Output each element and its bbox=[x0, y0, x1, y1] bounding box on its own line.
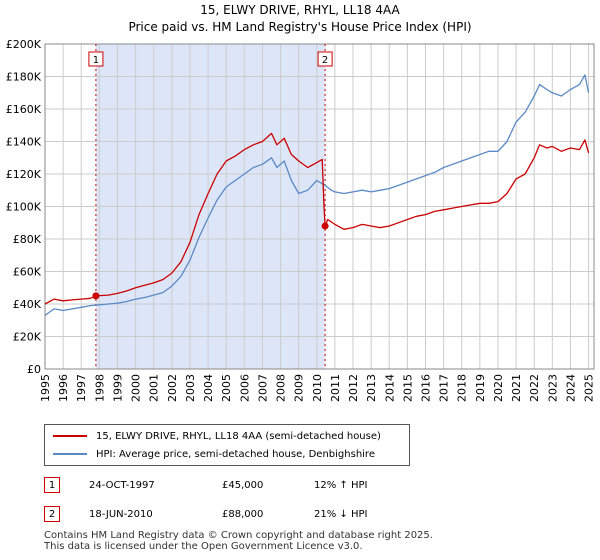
y-tick-label: £160K bbox=[6, 103, 42, 116]
y-tick-label: £0 bbox=[27, 363, 41, 376]
y-tick-label: £60K bbox=[13, 266, 42, 279]
sale-point bbox=[321, 222, 329, 230]
x-tick-label: 2012 bbox=[347, 374, 360, 402]
x-tick-label: 2024 bbox=[564, 374, 577, 402]
sale-hpi-change: 12% ↑ HPI bbox=[314, 479, 368, 491]
sale-marker-box bbox=[317, 51, 333, 67]
x-tick-label: 2005 bbox=[220, 374, 233, 402]
plot-frame bbox=[44, 43, 595, 370]
sale-price: £88,000 bbox=[222, 508, 264, 520]
sale-marker-badge: 2 bbox=[44, 506, 60, 522]
x-tick-label: 2006 bbox=[238, 374, 251, 402]
x-tick-label: 2009 bbox=[293, 374, 306, 402]
legend-label-hpi: HPI: Average price, semi-detached house,… bbox=[96, 448, 375, 460]
price-chart: 15, ELWY DRIVE, RHYL, LL18 4AA Price pai… bbox=[6, 3, 596, 402]
legend-item-hpi: HPI: Average price, semi-detached house,… bbox=[53, 446, 375, 462]
footer-line-2: This data is licensed under the Open Gov… bbox=[44, 541, 363, 552]
sale-point bbox=[92, 292, 100, 300]
chart-subtitle: Price paid vs. HM Land Registry's House … bbox=[128, 20, 471, 34]
legend-label-property: 15, ELWY DRIVE, RHYL, LL18 4AA (semi-det… bbox=[96, 430, 381, 442]
y-tick-label: £140K bbox=[6, 136, 42, 149]
chart-title: 15, ELWY DRIVE, RHYL, LL18 4AA bbox=[200, 3, 400, 17]
sale-row: 2 18-JUN-2010 £88,000 21% ↓ HPI bbox=[44, 505, 367, 523]
y-tick-label: £80K bbox=[13, 233, 42, 246]
x-tick-label: 1998 bbox=[93, 374, 106, 402]
x-tick-label: 2019 bbox=[474, 374, 487, 402]
sale-date: 24-OCT-1997 bbox=[89, 479, 155, 491]
x-tick-label: 1999 bbox=[111, 374, 124, 402]
x-tick-label: 2011 bbox=[329, 374, 342, 402]
sale-marker-label: 1 bbox=[93, 55, 99, 66]
x-tick-label: 2014 bbox=[383, 374, 396, 402]
x-tick-label: 2000 bbox=[130, 374, 143, 402]
sale-row: 1 24-OCT-1997 £45,000 12% ↑ HPI bbox=[44, 476, 367, 494]
sale-price: £45,000 bbox=[222, 479, 264, 491]
x-tick-label: 2004 bbox=[202, 374, 215, 402]
legend-swatch-hpi bbox=[53, 453, 87, 455]
x-tick-label: 2001 bbox=[148, 374, 161, 402]
x-tick-label: 2025 bbox=[583, 374, 596, 402]
y-tick-label: £180K bbox=[6, 71, 42, 84]
sale-hpi-change: 21% ↓ HPI bbox=[314, 508, 368, 520]
x-tick-label: 2002 bbox=[166, 374, 179, 402]
x-tick-label: 2022 bbox=[528, 374, 541, 402]
y-tick-label: £40K bbox=[13, 298, 42, 311]
x-tick-label: 2007 bbox=[256, 374, 269, 402]
legend: 15, ELWY DRIVE, RHYL, LL18 4AA (semi-det… bbox=[44, 424, 410, 466]
x-tick-label: 2023 bbox=[546, 374, 559, 402]
sale-marker-badge: 1 bbox=[44, 477, 60, 493]
x-tick-label: 2003 bbox=[184, 374, 197, 402]
sale-date: 18-JUN-2010 bbox=[89, 508, 153, 520]
y-tick-label: £20K bbox=[13, 331, 42, 344]
property-price-line bbox=[44, 132, 590, 305]
y-tick-label: £100K bbox=[6, 201, 42, 214]
hpi-line bbox=[44, 74, 590, 316]
sale-marker-box bbox=[88, 51, 104, 67]
footer: Contains HM Land Registry data © Crown c… bbox=[44, 530, 433, 552]
x-tick-label: 1995 bbox=[39, 374, 52, 402]
sale-marker-label: 2 bbox=[322, 55, 328, 66]
footer-line-1: Contains HM Land Registry data © Crown c… bbox=[44, 530, 433, 541]
y-tick-label: £120K bbox=[6, 168, 42, 181]
x-tick-label: 2013 bbox=[365, 374, 378, 402]
legend-swatch-property bbox=[53, 435, 87, 437]
plot-area: £0 £20K £40K £60K £80K £100K £120K £140K £160K £1… bbox=[6, 38, 596, 402]
x-tick-label: 1997 bbox=[75, 374, 88, 402]
x-tick-label: 2018 bbox=[456, 374, 469, 402]
x-tick-label: 2017 bbox=[438, 374, 451, 402]
x-tick-label: 2020 bbox=[492, 374, 505, 402]
y-tick-label: £200K bbox=[6, 38, 42, 51]
x-tick-label: 2010 bbox=[311, 374, 324, 402]
x-tick-label: 2021 bbox=[510, 374, 523, 402]
x-tick-label: 2008 bbox=[275, 374, 288, 402]
x-tick-label: 1996 bbox=[57, 374, 70, 402]
x-tick-label: 2016 bbox=[419, 374, 432, 402]
x-tick-label: 2015 bbox=[401, 374, 414, 402]
legend-item-property: 15, ELWY DRIVE, RHYL, LL18 4AA (semi-det… bbox=[53, 428, 381, 444]
